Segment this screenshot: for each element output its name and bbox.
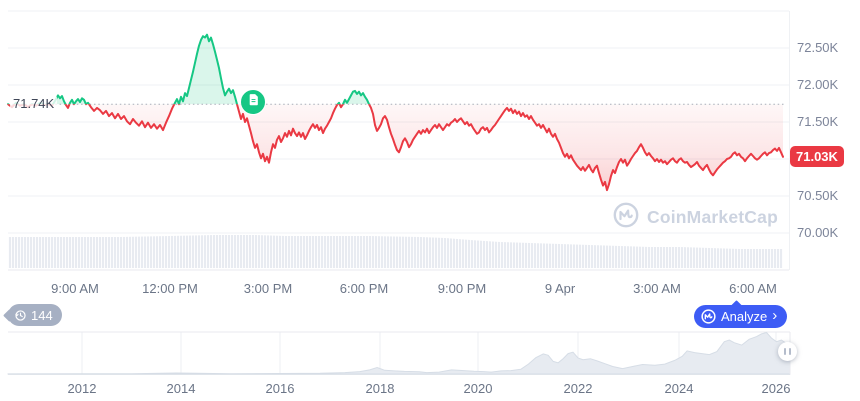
nav-year-label: 2014 [166, 381, 196, 396]
nav-year-label: 2026 [761, 381, 791, 396]
y-axis-label: 72.00K [797, 77, 839, 92]
y-axis-label: 70.50K [797, 188, 839, 203]
chevron-right-icon: › [772, 307, 778, 324]
x-axis-label: 9:00 PM [437, 281, 487, 296]
history-count-badge[interactable]: 144 [3, 304, 62, 326]
x-axis-label: 9 Apr [544, 281, 576, 296]
nav-year-label: 2024 [664, 381, 694, 396]
y-axis-label: 71.50K [797, 114, 839, 129]
x-axis-label: 6:00 AM [729, 281, 777, 296]
nav-year-label: 2020 [463, 381, 493, 396]
x-axis-label: 6:00 PM [339, 281, 389, 296]
nav-year-label: 2012 [67, 381, 97, 396]
x-axis-label: 9:00 AM [51, 281, 99, 296]
history-count: 144 [31, 307, 53, 323]
current-price-badge: 71.03K [790, 146, 844, 167]
nav-year-label: 2016 [265, 381, 295, 396]
nav-year-label: 2018 [365, 381, 395, 396]
x-axis-label: 12:00 PM [142, 281, 198, 296]
news-document-icon [247, 93, 260, 111]
x-axis-label: 3:00 PM [243, 281, 293, 296]
navigator-handle[interactable] [778, 342, 797, 361]
handle-grip [784, 348, 786, 355]
watermark-text: CoinMarketCap [647, 207, 778, 227]
news-event-marker[interactable] [240, 89, 266, 115]
nav-year-label: 2022 [563, 381, 593, 396]
coinmarketcap-watermark: CoinMarketCap [613, 202, 778, 233]
analyze-button[interactable]: Analyze › [694, 300, 788, 328]
y-axis-label: 72.50K [797, 40, 839, 55]
x-axis-label: 3:00 AM [633, 281, 681, 296]
y-axis-label: 70.00K [797, 225, 839, 240]
analyze-label: Analyze [721, 309, 768, 324]
baseline-price-label: 71.74K [10, 96, 58, 111]
analyze-logo-icon [701, 309, 716, 324]
history-clock-icon [14, 309, 27, 322]
coinmarketcap-logo-icon [613, 202, 639, 233]
